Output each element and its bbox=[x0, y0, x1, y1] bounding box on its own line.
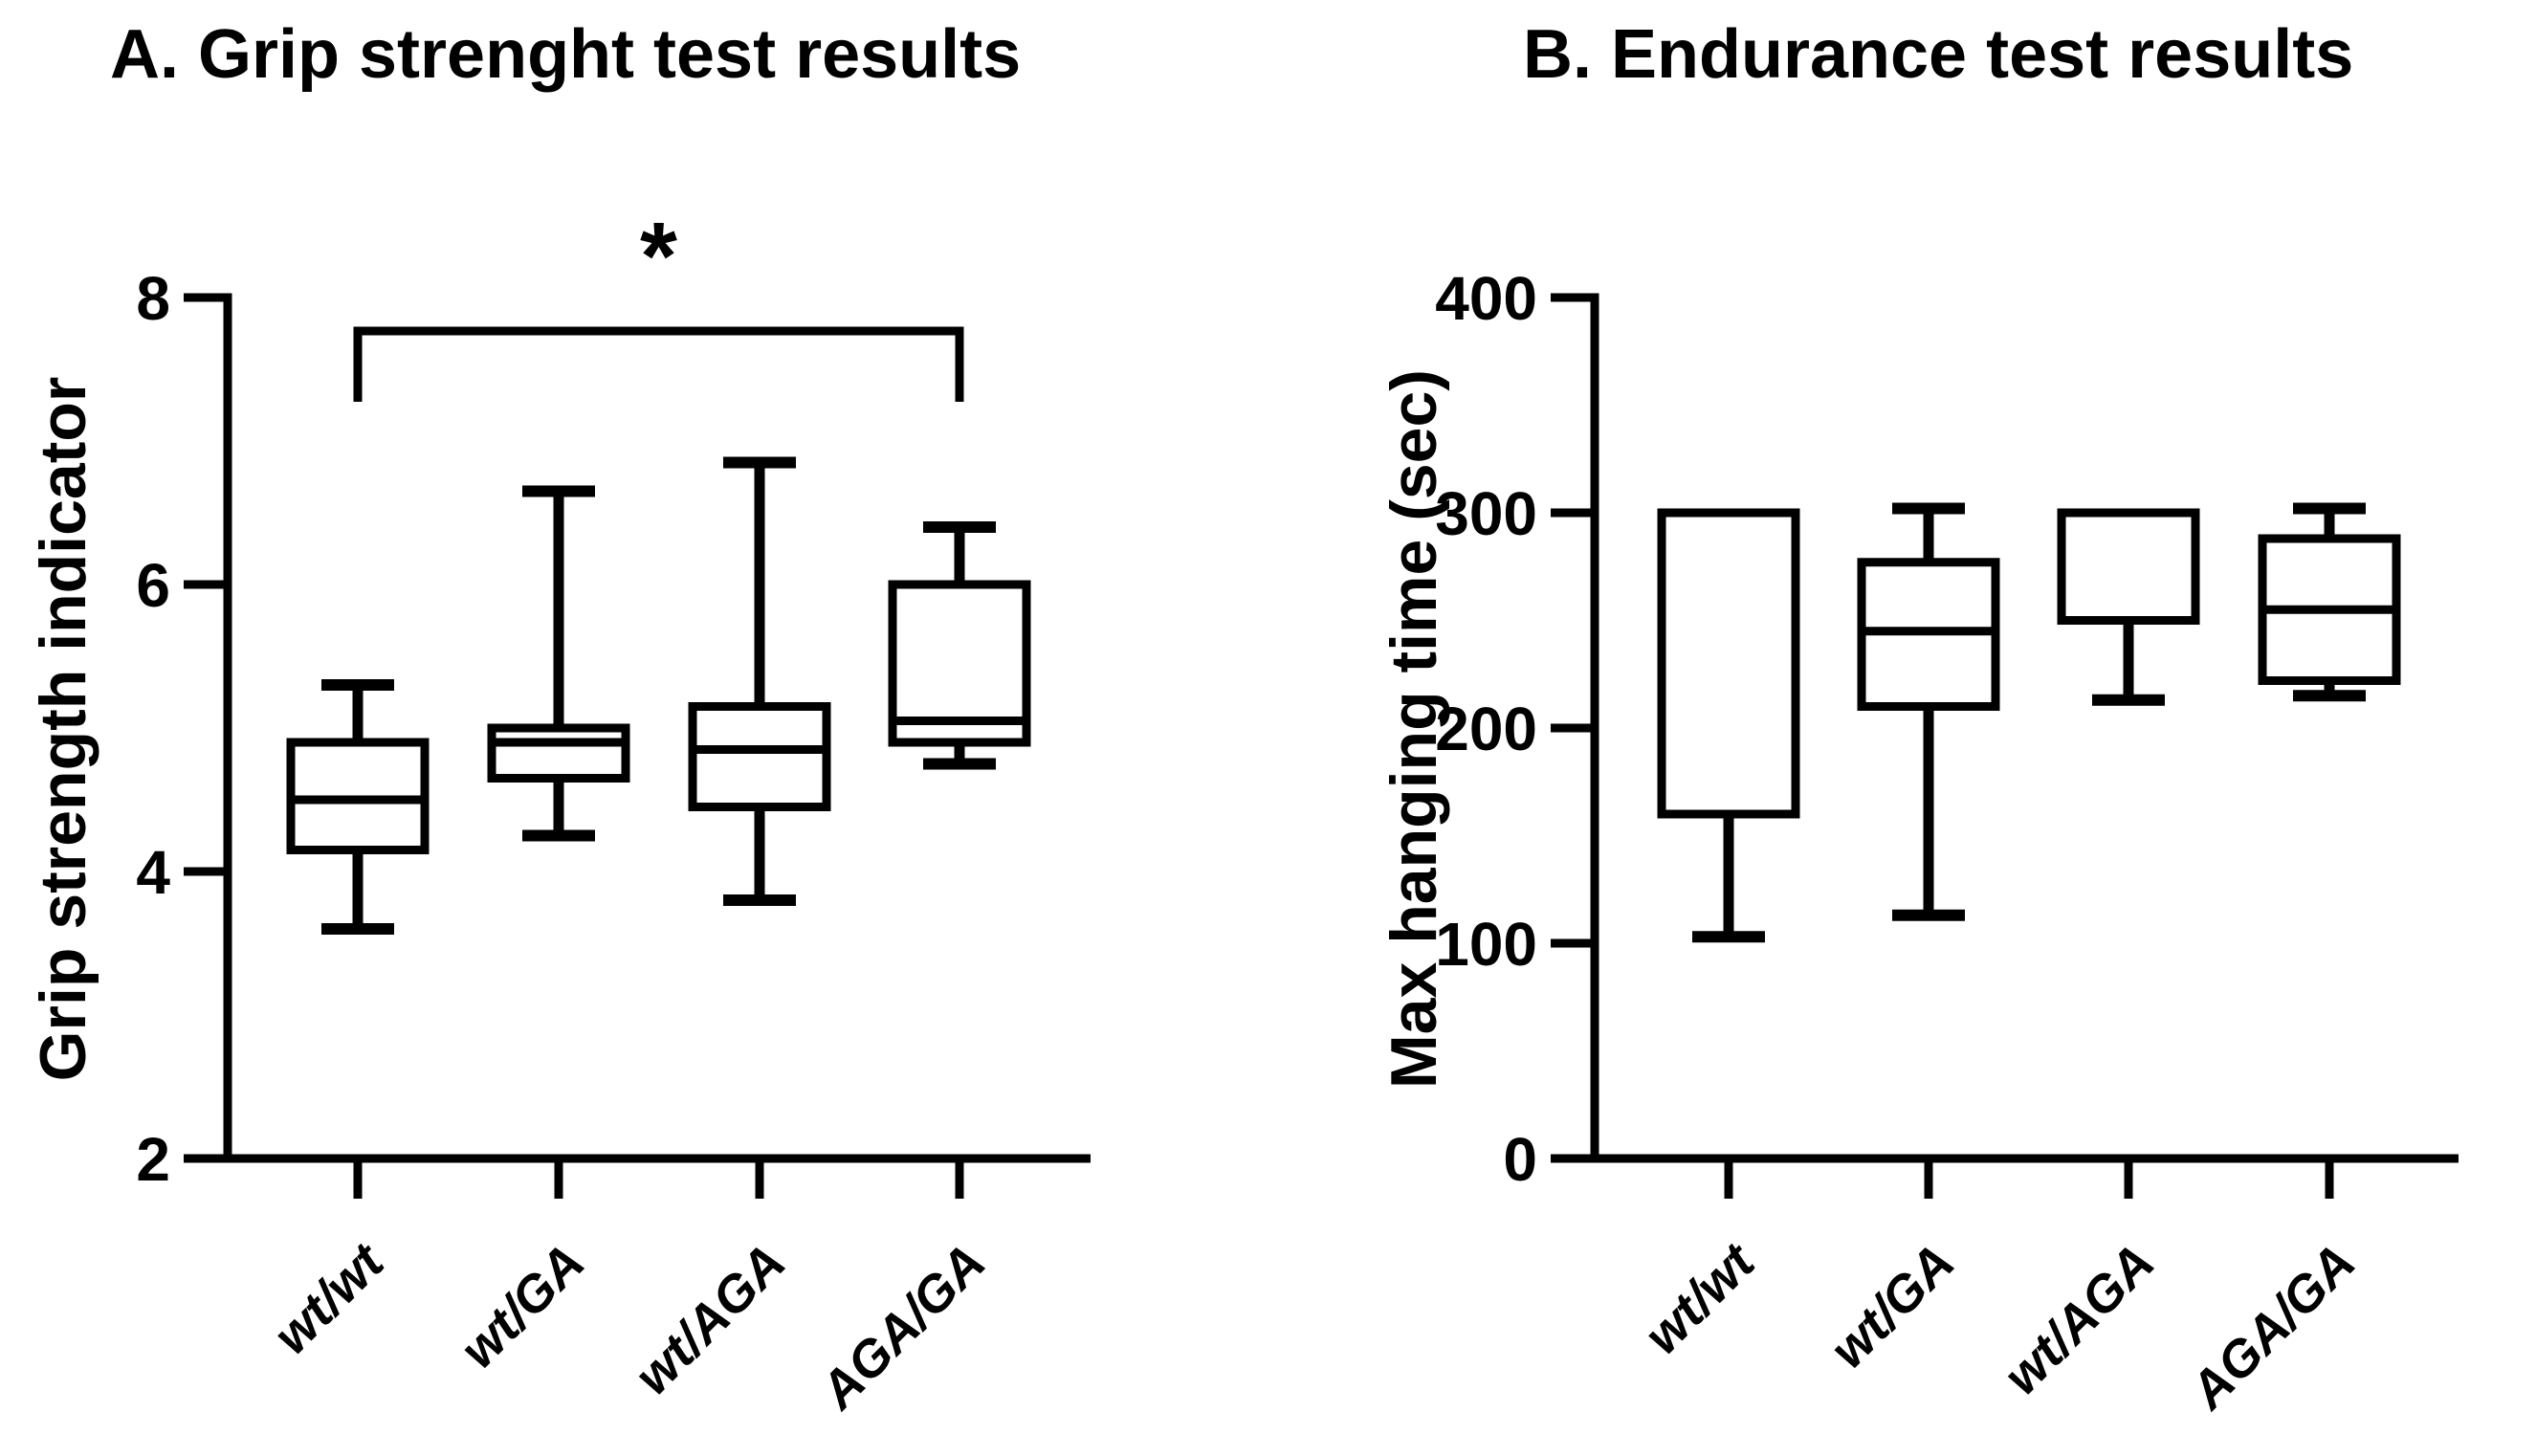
panel-b-title: B. Endurance test results bbox=[1523, 16, 2354, 93]
category-label: wt/wt bbox=[1634, 1232, 1767, 1365]
y-tick-label: 6 bbox=[136, 551, 170, 620]
y-tick-label: 400 bbox=[1435, 264, 1537, 333]
category-label: wt/wt bbox=[263, 1232, 396, 1365]
y-tick-label: 0 bbox=[1503, 1125, 1537, 1194]
significance-star: * bbox=[640, 203, 677, 310]
category-label: wt/AGA bbox=[624, 1233, 796, 1405]
box-plot-wt-wt bbox=[1657, 508, 1800, 943]
y-tick-label: 100 bbox=[1435, 910, 1537, 979]
box bbox=[2057, 508, 2200, 625]
y-tick-label: 4 bbox=[136, 838, 170, 907]
box-plot-aga-ga bbox=[888, 521, 1031, 770]
box-plot-wt-aga bbox=[2057, 508, 2200, 706]
box-plot-wt-aga bbox=[688, 456, 831, 906]
box-plot-aga-ga bbox=[2258, 502, 2401, 702]
box bbox=[888, 580, 1031, 747]
category-label: wt/GA bbox=[1819, 1233, 1966, 1379]
box bbox=[1657, 508, 1800, 819]
category-label: wt/GA bbox=[450, 1233, 596, 1379]
box-plot-wt-ga bbox=[487, 485, 630, 842]
panel-a: 2 4 6 8 wt/wt wt/GA wt/AGA AGA/GA * bbox=[136, 203, 1091, 1422]
panel-b: 0 100 200 300 400 wt/wt wt/GA wt/AGA AGA/GA bbox=[1435, 264, 2459, 1422]
y-tick-label: 2 bbox=[136, 1125, 170, 1194]
box bbox=[688, 702, 831, 811]
panel-a-title: A. Grip strenght test results bbox=[110, 16, 1022, 93]
box-plot-wt-wt bbox=[286, 679, 430, 935]
box bbox=[487, 723, 630, 783]
box-plot-wt-ga bbox=[1857, 502, 2000, 921]
y-tick-label: 8 bbox=[136, 264, 170, 333]
category-label: AGA/GA bbox=[2178, 1233, 2367, 1422]
category-label: wt/AGA bbox=[1993, 1233, 2165, 1405]
category-label: AGA/GA bbox=[808, 1233, 997, 1422]
y-tick-label: 200 bbox=[1435, 695, 1537, 763]
y-tick-label: 300 bbox=[1435, 479, 1537, 548]
significance-bracket bbox=[353, 326, 964, 402]
